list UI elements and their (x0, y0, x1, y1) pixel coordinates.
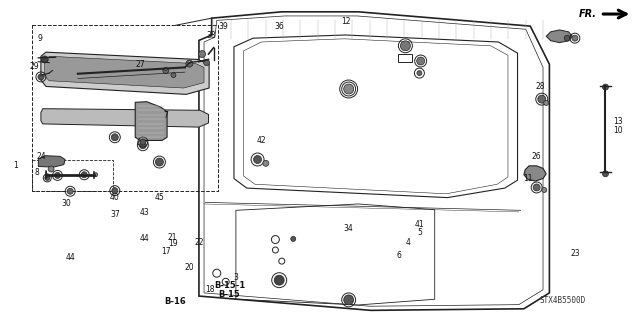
Text: 37: 37 (110, 210, 120, 219)
Circle shape (140, 142, 147, 149)
Circle shape (38, 74, 44, 80)
Circle shape (275, 275, 284, 285)
Text: 8: 8 (34, 168, 39, 177)
Text: 26: 26 (532, 152, 541, 161)
Text: 5: 5 (417, 228, 422, 237)
Polygon shape (45, 56, 204, 88)
Text: 28: 28 (535, 82, 545, 91)
Text: 45: 45 (154, 193, 164, 202)
Text: 21: 21 (168, 233, 177, 242)
Text: 10: 10 (613, 126, 623, 135)
Text: 38: 38 (207, 31, 216, 40)
Circle shape (81, 172, 87, 178)
Bar (397, 54, 412, 62)
Circle shape (417, 57, 425, 65)
Circle shape (263, 160, 269, 166)
Polygon shape (135, 102, 167, 140)
Text: 44: 44 (65, 253, 75, 262)
Circle shape (54, 172, 60, 178)
Circle shape (111, 134, 118, 141)
Circle shape (48, 166, 54, 172)
Circle shape (112, 188, 118, 194)
Text: 22: 22 (194, 238, 204, 247)
Text: B-15-1: B-15-1 (214, 281, 245, 290)
Polygon shape (38, 156, 65, 167)
Circle shape (163, 68, 169, 74)
Text: 12: 12 (341, 17, 351, 26)
Circle shape (156, 158, 163, 166)
Text: 20: 20 (184, 263, 194, 272)
Text: 27: 27 (136, 60, 145, 69)
Circle shape (542, 188, 547, 192)
Text: FR.: FR. (579, 9, 597, 19)
Text: 11: 11 (523, 174, 532, 183)
Text: 44: 44 (140, 234, 149, 243)
Text: 19: 19 (168, 239, 179, 248)
Circle shape (186, 60, 193, 67)
Circle shape (45, 175, 50, 181)
Polygon shape (524, 166, 546, 181)
Text: 23: 23 (570, 249, 580, 258)
Text: 36: 36 (275, 22, 284, 31)
Text: 7: 7 (163, 111, 168, 120)
Text: 41: 41 (415, 220, 424, 229)
Circle shape (572, 35, 578, 41)
Circle shape (198, 51, 205, 57)
Text: 13: 13 (613, 117, 623, 126)
Polygon shape (41, 109, 209, 127)
Text: B-15: B-15 (219, 290, 241, 299)
Circle shape (93, 173, 98, 177)
Text: 24: 24 (36, 152, 45, 161)
Polygon shape (41, 52, 209, 94)
Circle shape (253, 156, 262, 163)
Text: 42: 42 (257, 136, 266, 145)
Bar (32, 160, 113, 191)
Circle shape (204, 60, 209, 66)
Circle shape (344, 84, 354, 94)
Text: 29: 29 (29, 62, 39, 71)
Circle shape (164, 68, 167, 70)
Bar (32, 26, 218, 191)
Circle shape (171, 72, 176, 78)
Text: B-16: B-16 (164, 297, 186, 306)
Circle shape (602, 171, 609, 177)
Text: 39: 39 (218, 22, 228, 31)
Circle shape (291, 236, 296, 241)
Circle shape (140, 139, 146, 145)
Polygon shape (546, 30, 572, 43)
Circle shape (344, 295, 354, 305)
Text: STX4B5500D: STX4B5500D (539, 296, 585, 305)
Text: 9: 9 (37, 34, 42, 43)
Circle shape (401, 41, 410, 51)
Text: 6: 6 (397, 251, 401, 260)
Text: 17: 17 (161, 247, 171, 256)
Circle shape (67, 188, 73, 194)
Circle shape (544, 100, 548, 106)
Text: 30: 30 (61, 199, 71, 208)
Circle shape (602, 84, 609, 90)
Text: 43: 43 (140, 208, 149, 217)
Text: 3: 3 (234, 272, 238, 281)
Text: 18: 18 (205, 285, 215, 293)
Text: 1: 1 (13, 161, 18, 170)
Text: 40: 40 (110, 193, 120, 202)
Circle shape (564, 35, 570, 41)
Circle shape (41, 56, 48, 63)
Circle shape (188, 61, 191, 63)
Text: 4: 4 (406, 238, 410, 247)
Circle shape (538, 95, 546, 103)
Text: 34: 34 (344, 224, 353, 233)
Circle shape (533, 184, 540, 191)
Circle shape (417, 70, 422, 76)
